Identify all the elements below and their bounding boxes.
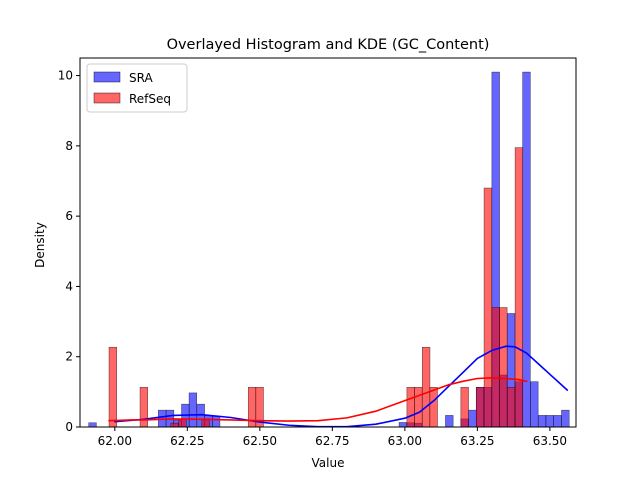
bar-refseq-3 [178, 418, 187, 428]
legend-swatch-sra [93, 71, 121, 83]
kde-line-sra [114, 345, 569, 428]
bar-refseq-15 [499, 307, 508, 428]
chart-title: Overlayed Histogram and KDE (GC_Content) [167, 37, 490, 53]
x-axis: 62.00 62.25 62.50 62.75 63.00 63.25 63.50 [98, 427, 567, 448]
bar-refseq-1 [139, 387, 148, 428]
x-tick-label-3: 62.75 [315, 434, 349, 448]
x-axis-label: Value [312, 456, 345, 470]
legend-label-refseq: RefSeq [129, 92, 171, 106]
x-tick-label-6: 63.50 [533, 434, 567, 448]
bar-sra-5 [188, 392, 197, 428]
x-tick-label-2: 62.50 [243, 434, 277, 448]
bar-refseq-17 [514, 147, 524, 428]
bar-sra-14 [468, 409, 477, 428]
bar-refseq-2 [170, 422, 179, 428]
bar-sra-0 [88, 422, 97, 428]
y-tick-label-5: 10 [58, 69, 73, 83]
bar-refseq-0 [108, 346, 117, 428]
plot-frame [79, 57, 577, 428]
legend-label-sra: SRA [129, 71, 153, 85]
legend-swatch-refseq [93, 92, 121, 104]
bar-refseq-10 [429, 387, 438, 428]
bar-sra-22 [530, 381, 539, 428]
bar-refseq-14 [491, 307, 500, 428]
legend: SRA RefSeq [86, 63, 188, 113]
y-tick-label-1: 2 [65, 350, 73, 364]
bar-refseq-11 [460, 387, 469, 428]
bar-refseq-16 [507, 387, 516, 428]
y-tick-label-2: 4 [65, 279, 73, 293]
x-tick-label-0: 62.00 [98, 434, 132, 448]
x-tick-label-5: 63.25 [460, 434, 494, 448]
kde-layer [108, 345, 569, 428]
bar-refseq-7 [406, 387, 415, 428]
bar-sra-21 [522, 71, 531, 428]
x-tick-label-1: 62.25 [170, 434, 204, 448]
bar-sra-24 [545, 415, 554, 428]
bar-sra-26 [561, 409, 570, 428]
bar-refseq-8 [414, 387, 423, 428]
y-tick-label-4: 8 [65, 139, 73, 153]
bar-sra-8 [212, 415, 221, 428]
y-axis: 0 2 4 6 8 10 [58, 69, 80, 434]
y-axis-label: Density [33, 222, 47, 268]
bar-sra-12 [445, 415, 454, 428]
y-tick-label-3: 6 [65, 209, 73, 223]
bar-refseq-13 [483, 187, 492, 428]
bar-sra-25 [553, 415, 562, 428]
bar-refseq-12 [475, 387, 485, 428]
bar-sra-23 [538, 415, 547, 428]
kde-line-refseq [108, 376, 528, 422]
bar-sra-9 [398, 422, 407, 428]
x-tick-label-4: 63.00 [388, 434, 422, 448]
y-tick-label-0: 0 [65, 420, 73, 434]
bar-refseq-9 [422, 346, 431, 428]
